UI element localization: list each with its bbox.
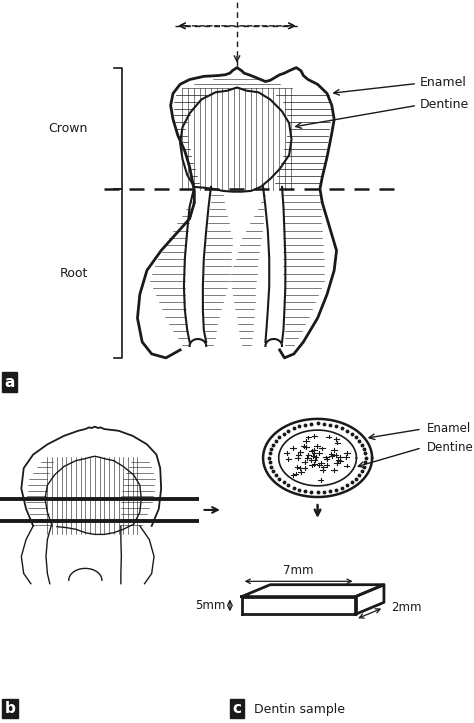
Text: Enamel: Enamel: [427, 422, 471, 435]
Text: 7mm: 7mm: [283, 564, 314, 577]
Text: Root: Root: [59, 267, 88, 280]
Text: 5mm: 5mm: [195, 599, 225, 612]
Text: 2mm: 2mm: [391, 601, 421, 614]
Text: Enamel: Enamel: [419, 76, 466, 89]
Text: Dentine: Dentine: [427, 440, 474, 453]
Text: Dentine: Dentine: [419, 98, 469, 111]
Text: c: c: [232, 701, 241, 716]
Text: b: b: [5, 701, 16, 716]
Text: Crown: Crown: [48, 122, 88, 135]
Text: Dentin sample: Dentin sample: [254, 703, 345, 716]
Text: a: a: [5, 375, 15, 390]
